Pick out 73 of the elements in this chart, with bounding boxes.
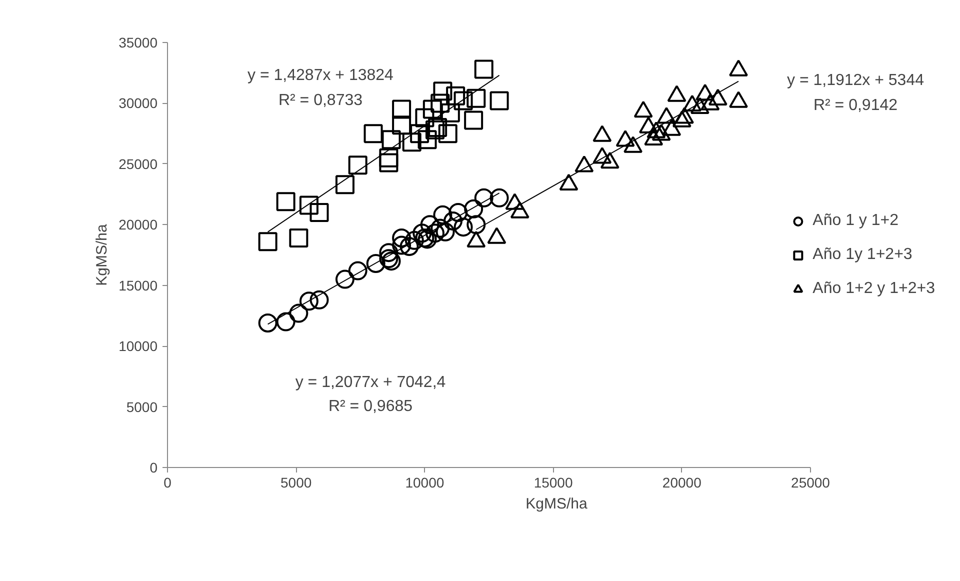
y-tick-label: 25000 [118, 156, 158, 172]
point [422, 100, 442, 119]
annotation: y = 1,1912x + 5344 [787, 72, 924, 89]
point [392, 100, 412, 119]
legend-label: Año 1y 1+2+3 [812, 246, 912, 264]
point [415, 108, 434, 128]
y-tick-label: 35000 [118, 34, 158, 50]
point [466, 88, 486, 108]
point [364, 124, 383, 144]
point [446, 86, 466, 106]
x-tick-label: 10000 [405, 474, 444, 490]
x-tick-label: 20000 [662, 474, 702, 490]
point [438, 124, 458, 144]
y-axis-title: KgMS/ha [94, 223, 111, 286]
point [382, 130, 401, 150]
point [474, 188, 494, 208]
point [335, 270, 354, 289]
x-axis-title: KgMS/ha [526, 496, 588, 512]
point [379, 153, 398, 172]
point [366, 254, 386, 273]
point [425, 120, 444, 140]
y-tick-label: 20000 [118, 216, 158, 233]
point [490, 91, 509, 110]
point [379, 243, 398, 262]
point [400, 237, 419, 256]
x-tick-label: 15000 [534, 474, 573, 490]
y-tick-label: 30000 [118, 95, 158, 112]
point [402, 132, 422, 152]
point [428, 118, 448, 137]
point [276, 312, 296, 332]
annotation: R² = 0,9685 [328, 398, 413, 415]
point [379, 148, 398, 168]
point [464, 199, 484, 218]
point [454, 218, 473, 237]
annotation: y = 1,4287x + 13824 [248, 67, 394, 84]
legend-label: Año 1 y 1+2 [812, 212, 899, 230]
annotation: R² = 0,8733 [278, 92, 363, 109]
point [474, 60, 494, 79]
point [289, 228, 308, 248]
point [418, 130, 437, 150]
point [289, 304, 308, 323]
point [490, 188, 509, 208]
point [466, 215, 486, 234]
point [258, 314, 278, 332]
y-tick-label: 5000 [126, 398, 158, 415]
point [392, 228, 412, 248]
point [392, 116, 412, 135]
point [348, 156, 368, 175]
y-tick-label: 15000 [118, 277, 158, 294]
legend-label: Año 1+2 y 1+2+3 [812, 280, 935, 298]
point [433, 82, 452, 101]
point [310, 203, 329, 222]
x-tick-label: 0 [164, 474, 172, 490]
point [299, 196, 318, 215]
point [335, 175, 354, 194]
point [258, 232, 278, 252]
annotation: y = 1,2077x + 7042,4 [295, 374, 446, 391]
x-tick-label: 5000 [280, 474, 312, 490]
y-tick-label: 0 [150, 460, 158, 476]
point [348, 261, 368, 280]
text: R² = 0,9142 [813, 97, 898, 114]
x-tick-label: 25000 [791, 474, 830, 490]
point [440, 103, 460, 122]
point [410, 124, 430, 144]
point [464, 110, 484, 130]
y-tick-label: 10000 [118, 338, 158, 354]
point [443, 212, 462, 230]
point [454, 91, 473, 110]
point [430, 94, 450, 113]
point [299, 292, 318, 311]
point [310, 290, 329, 310]
point [276, 192, 296, 212]
point [392, 236, 412, 255]
